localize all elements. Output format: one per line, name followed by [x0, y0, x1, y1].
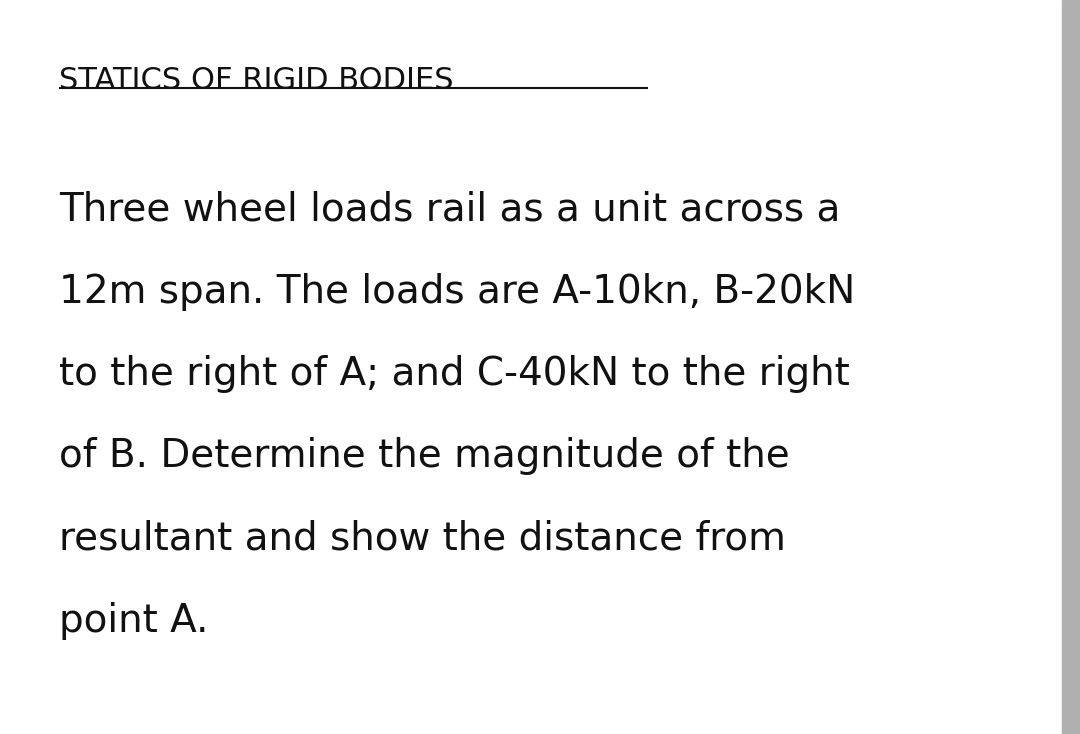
- Text: to the right of A; and C-40kN to the right: to the right of A; and C-40kN to the rig…: [59, 355, 850, 393]
- Text: 12m span. The loads are A-10kn, B-20kN: 12m span. The loads are A-10kn, B-20kN: [59, 273, 855, 311]
- Text: Three wheel loads rail as a unit across a: Three wheel loads rail as a unit across …: [59, 191, 840, 229]
- Text: point A.: point A.: [59, 602, 208, 640]
- Text: STATICS OF RIGID BODIES: STATICS OF RIGID BODIES: [59, 66, 454, 95]
- Text: resultant and show the distance from: resultant and show the distance from: [59, 520, 786, 558]
- Text: of B. Determine the magnitude of the: of B. Determine the magnitude of the: [59, 437, 791, 476]
